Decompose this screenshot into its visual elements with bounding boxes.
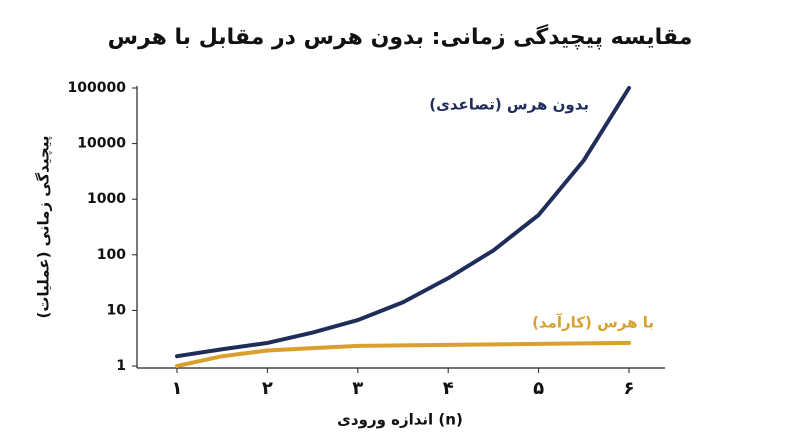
series-line [175, 86, 631, 359]
x-tick-label: ۳ [352, 378, 363, 399]
x-tick-label: ۶ [624, 378, 635, 399]
y-tick-label: 100 [97, 247, 126, 263]
x-tick-label: ۱ [172, 378, 183, 399]
y-axis-label: پیچیدگی زمانی (عملیات) [35, 135, 54, 318]
x-axis-label: اندازه ورودی (n) [337, 411, 463, 429]
y-tick-label: 100000 [68, 80, 127, 96]
y-tick-label: 1 [116, 358, 126, 374]
y-tick-label: 10 [107, 302, 127, 318]
x-tick-label: ۲ [262, 378, 273, 399]
series-label: بدون هرس (تصاعدی) [429, 96, 589, 114]
series-line [175, 340, 631, 368]
x-tick-label: ۴ [443, 378, 454, 399]
chart-title: مقایسه پیچیدگی زمانی: بدون هرس در مقابل … [108, 23, 693, 50]
series-label: با هرس (کارآمد) [532, 313, 654, 331]
y-tick-label: 1000 [87, 191, 126, 207]
x-tick-label: ۵ [533, 378, 544, 399]
y-tick-label: 10000 [77, 136, 126, 152]
